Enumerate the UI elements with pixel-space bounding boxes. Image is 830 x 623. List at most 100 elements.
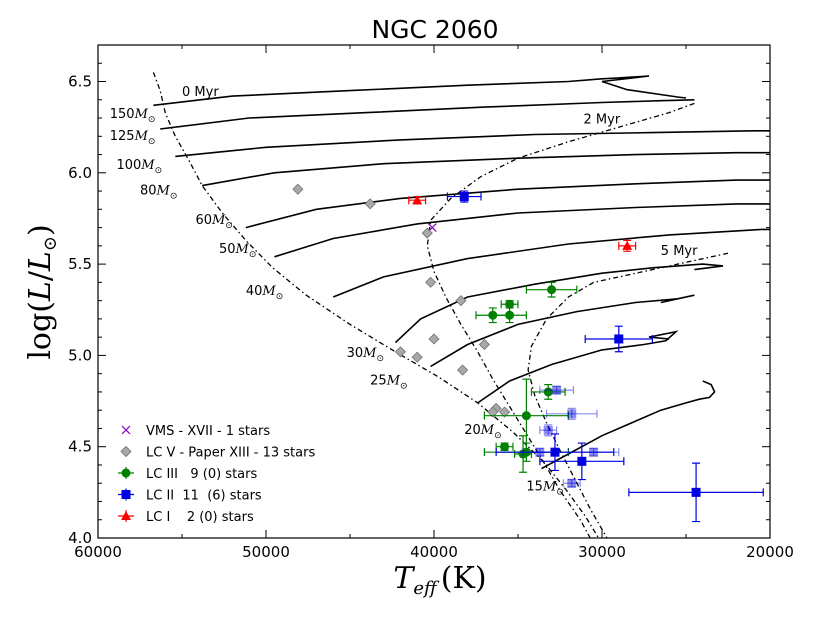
y-axis-label-sun: ⊙ bbox=[40, 236, 61, 251]
x-error-bar-square-5 bbox=[539, 386, 575, 395]
legend-item-diamond: LC V - Paper XIII - 13 stars bbox=[120, 445, 315, 461]
chart-title: NGC 2060 bbox=[371, 15, 498, 44]
track-label-40: 40M⊙ bbox=[246, 284, 283, 302]
point-diamond-9 bbox=[456, 364, 469, 376]
track-40-msun bbox=[332, 228, 770, 298]
x-tick-label-20000: 20000 bbox=[746, 543, 794, 561]
track-15-msun bbox=[541, 380, 716, 470]
point-square-1 bbox=[614, 334, 624, 344]
point-circle-4 bbox=[543, 387, 553, 397]
x-tick-label-40000: 40000 bbox=[410, 543, 458, 561]
y-error-bar-square-9 bbox=[535, 447, 544, 457]
legend-item-x: VMS - XVII - 1 stars bbox=[121, 424, 270, 439]
track-label-80: 80M⊙ bbox=[140, 184, 177, 202]
x-axis-label-unit: (K) bbox=[441, 561, 487, 596]
point-circle-0 bbox=[547, 285, 557, 295]
track-label-60: 60M⊙ bbox=[195, 213, 232, 231]
point-diamond-1 bbox=[364, 198, 376, 210]
track-25-msun bbox=[430, 294, 695, 368]
series-square bbox=[446, 190, 764, 523]
point-square-2 bbox=[550, 447, 560, 457]
point-diamond-5 bbox=[478, 338, 490, 351]
point-square-4 bbox=[691, 487, 701, 497]
y-axis-label-log: log bbox=[23, 313, 58, 360]
series-triangle bbox=[408, 195, 637, 252]
point-diamond-3 bbox=[425, 276, 437, 288]
x-error-bar-square-9 bbox=[522, 448, 558, 457]
track-60-msun bbox=[245, 179, 770, 229]
series-diamond bbox=[292, 183, 511, 418]
legend-label-diamond: LC V - Paper XIII - 13 stars bbox=[146, 446, 315, 461]
track-20-msun bbox=[477, 330, 679, 404]
point-diamond-8 bbox=[394, 346, 406, 358]
isochrone-label-5-myr: 5 Myr bbox=[661, 244, 698, 259]
track-label-125: 125M⊙ bbox=[110, 129, 156, 147]
x-axis-label: Teff (K) bbox=[393, 561, 486, 599]
point-square-5 bbox=[552, 385, 562, 395]
legend-label-x: VMS - XVII - 1 stars bbox=[146, 424, 270, 439]
y-tick-label-5.5: 5.5 bbox=[68, 255, 92, 273]
point-triangle-0 bbox=[412, 195, 423, 205]
legend: VMS - XVII - 1 stars LC V - Paper XIII - … bbox=[118, 424, 315, 525]
point-square-8 bbox=[589, 447, 599, 457]
point-circle-6 bbox=[500, 442, 510, 452]
track-label-15: 15M⊙ bbox=[526, 480, 563, 498]
x-axis-label-T: T bbox=[393, 561, 415, 596]
legend-marker-diamond bbox=[120, 445, 132, 458]
point-square-7 bbox=[543, 425, 553, 435]
point-square-0 bbox=[459, 192, 469, 202]
curve-labels: 150M⊙ 125M⊙ 100M⊙ 80M⊙ 60M⊙ 50M⊙ 40M⊙ 30M⊙ 25M⊙ 2… bbox=[110, 85, 698, 497]
point-diamond-4 bbox=[455, 295, 467, 307]
track-label-150: 150M⊙ bbox=[110, 107, 156, 125]
x-error-bar-square-7 bbox=[539, 426, 558, 435]
track-100-msun bbox=[175, 130, 770, 158]
point-diamond-12 bbox=[487, 406, 499, 418]
point-circle-5 bbox=[521, 411, 531, 421]
x-tick-label-50000: 50000 bbox=[242, 543, 290, 561]
point-circle-3 bbox=[505, 310, 515, 320]
y-error-bar-square-10 bbox=[567, 478, 576, 488]
track-125-msun bbox=[160, 99, 695, 130]
y-error-bar-square-6 bbox=[567, 407, 576, 420]
legend-marker-square bbox=[121, 490, 131, 499]
legend-label-circle: LC III 9 (0) stars bbox=[146, 467, 257, 482]
isochrone-2-myr bbox=[426, 102, 695, 538]
y-error-bar-square-7 bbox=[544, 424, 553, 437]
plot-frame bbox=[97, 44, 771, 539]
track-label-30: 30M⊙ bbox=[347, 346, 384, 364]
track-label-20: 20M⊙ bbox=[464, 423, 501, 441]
track-label-50: 50M⊙ bbox=[219, 242, 256, 260]
point-square-9 bbox=[535, 447, 545, 457]
isochrone-label-2-myr: 2 Myr bbox=[584, 113, 621, 128]
legend-item-square: LC II 11 (6) stars bbox=[118, 488, 262, 504]
track-label-100: 100M⊙ bbox=[116, 158, 162, 176]
track-30-msun bbox=[394, 263, 724, 344]
point-square-10 bbox=[567, 478, 577, 488]
y-error-bar-square-5 bbox=[552, 385, 561, 395]
legend-label-triangle: LC I 2 (0) stars bbox=[146, 510, 254, 525]
x-error-bar-square-10 bbox=[562, 479, 581, 488]
point-circle-1 bbox=[505, 299, 515, 309]
legend-label-square: LC II 11 (6) stars bbox=[146, 489, 262, 504]
point-diamond-11 bbox=[498, 406, 511, 418]
x-axis-ticks: 60000 50000 40000 30000 20000 bbox=[74, 45, 794, 561]
y-tick-label-5: 5.0 bbox=[68, 346, 92, 364]
x-tick-label-30000: 30000 bbox=[578, 543, 626, 561]
track-80-msun bbox=[202, 151, 770, 187]
point-diamond-0 bbox=[292, 183, 304, 195]
y-tick-label-4: 4.0 bbox=[68, 529, 92, 547]
model-curves bbox=[152, 72, 770, 538]
point-square-6 bbox=[567, 409, 577, 419]
legend-item-triangle: LC I 2 (0) stars bbox=[118, 510, 254, 525]
y-axis-label: log(L/L⊙) bbox=[23, 224, 61, 359]
isochrone-5-myr bbox=[527, 252, 729, 538]
y-tick-label-6: 6.0 bbox=[68, 164, 92, 182]
y-tick-label-6.5: 6.5 bbox=[68, 73, 92, 91]
isochrone-label-0-myr: 0 Myr bbox=[182, 85, 219, 100]
point-diamond-7 bbox=[411, 351, 423, 363]
x-axis-label-sub: eff bbox=[413, 578, 440, 599]
svg-text:log(L/L⊙): log(L/L⊙) bbox=[23, 224, 61, 359]
y-tick-label-4.5: 4.5 bbox=[68, 438, 92, 456]
data-points bbox=[292, 183, 764, 523]
